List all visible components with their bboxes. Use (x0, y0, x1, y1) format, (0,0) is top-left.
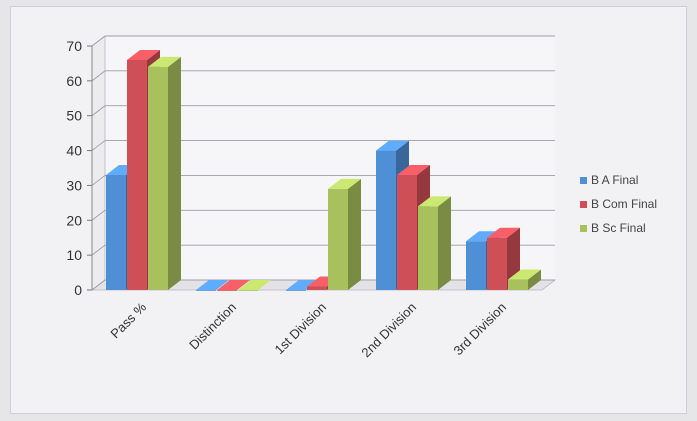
bar-front (376, 150, 396, 290)
x-category-label: 1st Division (272, 300, 330, 358)
bar-front (466, 241, 486, 290)
bar-top (376, 140, 409, 151)
y-tick-label: 20 (66, 212, 82, 228)
gridline (91, 35, 555, 47)
y-tick-label: 40 (66, 143, 82, 159)
legend-label-bcom-final: B Com Final (591, 197, 658, 211)
bar-front (217, 290, 237, 291)
x-category-label: 2nd Division (358, 300, 419, 361)
bar (217, 280, 250, 291)
bar-top (286, 280, 319, 290)
bar-top (196, 280, 229, 290)
y-tick-label: 30 (66, 177, 82, 193)
plot-side-wall (91, 35, 106, 291)
legend-label-ba-final: B A Final (591, 173, 639, 187)
bar (238, 280, 271, 291)
bar-front (487, 237, 507, 290)
y-tick-label: 60 (66, 73, 82, 89)
legend-item-bcom-final: B Com Final (580, 192, 690, 216)
bar-top (127, 49, 160, 60)
legend-item-bsc-final: B Sc Final (580, 216, 690, 240)
bar-front (397, 174, 417, 290)
bar-top (508, 269, 541, 280)
x-category-label: 3rd Division (450, 300, 509, 359)
y-axis: 0 10 20 30 40 50 60 70 (66, 38, 93, 298)
y-tick-label: 0 (74, 282, 82, 298)
bar-front (418, 206, 438, 290)
bar (418, 196, 451, 290)
bar-top (238, 280, 271, 290)
bar-side (438, 196, 451, 290)
bar-front (508, 279, 528, 290)
bar-front (127, 59, 147, 290)
gridline (91, 70, 555, 82)
y-tick-label: 50 (66, 108, 82, 124)
bar-front (307, 286, 327, 290)
bar-front (196, 290, 216, 291)
bar (148, 56, 181, 291)
bar-front (328, 188, 348, 290)
bar-top (328, 178, 361, 189)
legend-swatch-bsc-final (580, 224, 587, 232)
bars (106, 49, 541, 291)
legend-label-bsc-final: B Sc Final (591, 221, 646, 235)
bar-top (397, 164, 430, 175)
bar-top (466, 231, 499, 242)
y-tick-label: 10 (66, 247, 82, 263)
x-category-label: Pass % (107, 299, 149, 341)
bar (286, 280, 319, 291)
legend: B A Final B Com Final B Sc Final (580, 168, 690, 240)
bar-side (348, 178, 361, 290)
bar-top (487, 227, 520, 238)
y-tick-label: 70 (66, 38, 82, 54)
bar (196, 280, 229, 291)
bar-front (148, 66, 168, 291)
legend-swatch-bcom-final (580, 200, 587, 208)
bar-side (168, 56, 181, 290)
bar-top (418, 196, 451, 207)
legend-swatch-ba-final (580, 176, 587, 184)
gridline (91, 105, 555, 117)
bar (508, 269, 541, 290)
x-category-label: Distinction (186, 300, 239, 353)
legend-item-ba-final: B A Final (580, 168, 690, 192)
bar-top (148, 56, 181, 67)
bar-top (217, 280, 250, 290)
bar-front (286, 290, 306, 291)
bar-side (528, 269, 541, 290)
bar (328, 178, 361, 290)
x-axis-labels: Pass % Distinction 1st Division 2nd Divisio… (107, 299, 509, 360)
bar-front (106, 174, 126, 290)
bar-front (238, 290, 258, 291)
